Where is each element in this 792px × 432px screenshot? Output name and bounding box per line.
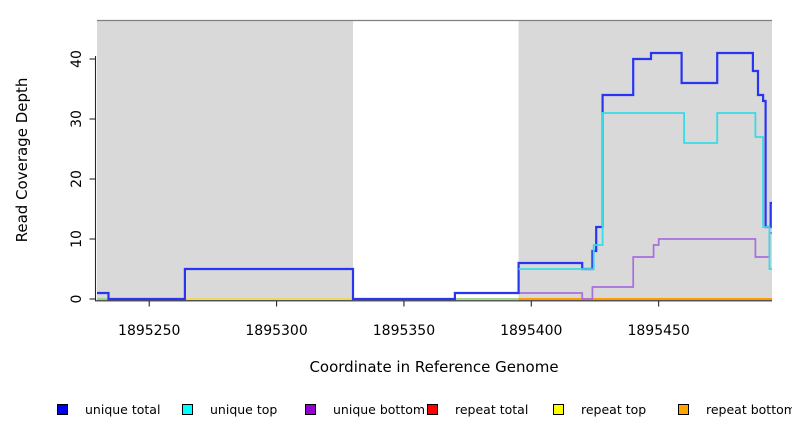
- tick-labels: 0 10 20 30 40 1895250 1895300 1895350 1895400 189…: [69, 50, 690, 339]
- legend-label: unique total: [85, 402, 161, 417]
- x-axis-title: Coordinate in Reference Genome: [309, 358, 558, 376]
- x-tick-label: 1895450: [627, 323, 689, 339]
- legend-item-repeat-bottom: repeat bottom: [678, 402, 792, 417]
- legend-swatch-icon: [57, 404, 68, 415]
- legend-item-unique-total: unique total: [57, 402, 160, 417]
- chart-canvas: 0 10 20 30 40 1895250 1895300 1895350 1895400 189…: [13, 19, 772, 376]
- legend-item-unique-bottom: unique bottom: [305, 402, 425, 417]
- x-tick-label: 1895250: [118, 323, 180, 339]
- chart-legend: unique total unique top unique bottom repea…: [0, 400, 792, 424]
- legend-swatch-icon: [305, 404, 316, 415]
- y-axis-title: Read Coverage Depth: [13, 78, 31, 243]
- legend-label: repeat bottom: [706, 402, 792, 417]
- axes: [89, 56, 772, 307]
- legend-swatch-icon: [182, 404, 193, 415]
- shaded-regions: [97, 19, 772, 301]
- series-unique-top: [518, 112, 772, 270]
- shaded-region: [518, 20, 772, 301]
- x-tick-label: 1895300: [245, 323, 307, 339]
- data-series: [97, 51, 772, 301]
- y-tick-label: 10: [69, 230, 85, 248]
- y-tick-label: 20: [69, 170, 85, 188]
- y-tick-label: 0: [69, 295, 85, 304]
- x-tick-label: 1895400: [500, 323, 562, 339]
- legend-item-repeat-total: repeat total: [427, 402, 528, 417]
- legend-item-unique-top: unique top: [182, 402, 277, 417]
- series-unique-bottom: [454, 232, 772, 300]
- legend-label: unique top: [210, 402, 278, 417]
- legend-swatch-icon: [553, 404, 564, 415]
- legend-item-repeat-top: repeat top: [553, 402, 646, 417]
- legend-label: repeat top: [581, 402, 647, 417]
- legend-swatch-icon: [678, 404, 689, 415]
- shaded-region: [97, 20, 353, 301]
- legend-label: repeat total: [455, 402, 529, 417]
- x-tick-label: 1895350: [373, 323, 435, 339]
- legend-swatch-icon: [427, 404, 438, 415]
- series-unique-total: [97, 51, 772, 301]
- legend-label: unique bottom: [333, 402, 426, 417]
- y-tick-label: 40: [69, 50, 85, 68]
- y-tick-label: 30: [69, 110, 85, 128]
